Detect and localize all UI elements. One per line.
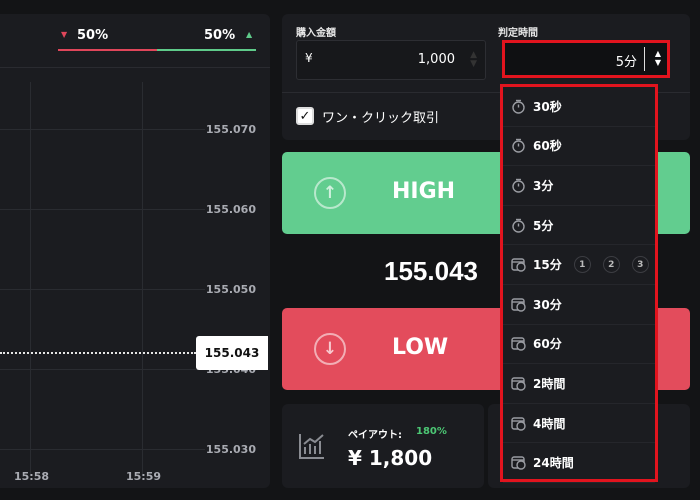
calendar-clock-icon [511,297,527,312]
stopwatch-icon [511,218,527,233]
grid-line [0,369,205,370]
option-label: 30分 [533,297,562,312]
grid-line [0,209,205,210]
option-label: 15分 [533,258,562,273]
arrow-up-circle-icon: ↑ [314,177,346,209]
time-label: 判定時間 [498,28,538,39]
down-triangle-icon: ▼ [61,30,68,39]
stopwatch-icon [511,178,527,193]
sentiment-header: ▼ 50% 50% ▲ [0,14,270,68]
amount-spinner[interactable]: ▲ ▼ [470,50,477,69]
dropdown-option[interactable]: 30秒 [503,87,655,127]
time-value: 5分 [615,55,637,70]
select-divider [644,47,645,71]
dropdown-option[interactable]: 3分 [503,166,655,206]
grid-line [30,82,31,476]
grid-line [142,82,143,476]
option-label: 60秒 [533,139,562,154]
y-tick: 155.050 [205,283,256,296]
option-label: 24時間 [533,456,574,471]
period-badge[interactable]: 3 [631,256,649,274]
current-price-line [0,352,196,354]
payout-rate: 180% [416,426,447,437]
one-click-checkbox[interactable]: ✓ [296,107,314,125]
period-badge[interactable]: 2 [602,256,620,274]
amount-value: 1,000 [417,52,455,67]
option-label: 2時間 [533,376,566,391]
y-tick: 155.070 [205,123,256,136]
arrow-down-circle-icon: ↓ [314,333,346,365]
currency-symbol: ¥ [305,51,313,65]
payout-amount: ¥ 1,800 [348,446,433,470]
high-percentage: 50% [204,28,236,43]
current-price-tag: 155.043 [196,336,268,370]
payout-panel: ペイアウト: 180% ¥ 1,800 [282,404,484,488]
option-label: 5分 [533,218,554,233]
low-label: LOW [392,335,449,360]
dropdown-option[interactable]: 2時間 [503,364,655,404]
time-dropdown: 30秒 60秒 3分 5分 15分 1 2 3 30分 60分 2時間 4時間 24時間 [500,84,658,483]
stopwatch-icon [511,138,527,154]
option-label: 4時間 [533,416,566,431]
up-triangle-icon: ▲ [246,30,253,39]
stopwatch-icon [511,99,527,114]
calendar-clock-icon [511,257,527,272]
dropdown-option[interactable]: 24時間 [503,443,655,483]
period-badge[interactable]: 1 [573,256,591,274]
time-select[interactable]: 5分 ▲ ▼ [502,40,670,78]
x-tick: 15:58 [14,470,50,483]
calendar-clock-icon [511,455,527,470]
chart-growth-icon [299,434,324,459]
dropdown-option[interactable]: 15分 1 2 3 [503,245,655,285]
calendar-clock-icon [511,416,527,431]
y-tick: 155.060 [205,203,256,216]
low-percentage: 50% [77,28,109,43]
payout-label: ペイアウト: [348,430,402,441]
dropdown-option[interactable]: 30分 [503,285,655,325]
dropdown-option[interactable]: 60秒 [503,127,655,167]
chart-panel: ▼ 50% 50% ▲ 155.070 155.060 155.050 155.… [0,14,270,488]
calendar-clock-icon [511,336,527,352]
grid-line [0,289,205,290]
dropdown-option[interactable]: 5分 [503,206,655,246]
one-click-label: ワン・クリック取引 [322,111,440,126]
low-sentiment-bar [58,49,157,51]
high-sentiment-bar [157,49,256,51]
option-label: 60分 [533,337,562,352]
dropdown-option[interactable]: 4時間 [503,404,655,444]
x-tick: 15:59 [126,470,162,483]
check-icon: ✓ [299,108,311,124]
current-price: 155.043 [384,256,478,286]
option-label: 3分 [533,178,554,193]
calendar-clock-icon [511,376,527,391]
option-label: 30秒 [533,99,562,114]
grid-line [0,129,205,130]
divider [282,92,690,93]
y-tick: 155.030 [205,443,256,456]
high-button[interactable]: ↑ HIGH [282,152,690,234]
grid-line [0,449,205,450]
amount-input[interactable]: ¥ 1,000 ▲ ▼ [296,40,486,80]
high-label: HIGH [392,179,456,204]
amount-label: 購入金額 [296,28,336,39]
select-arrows-icon: ▲ ▼ [654,49,661,67]
dropdown-option[interactable]: 60分 [503,325,655,365]
